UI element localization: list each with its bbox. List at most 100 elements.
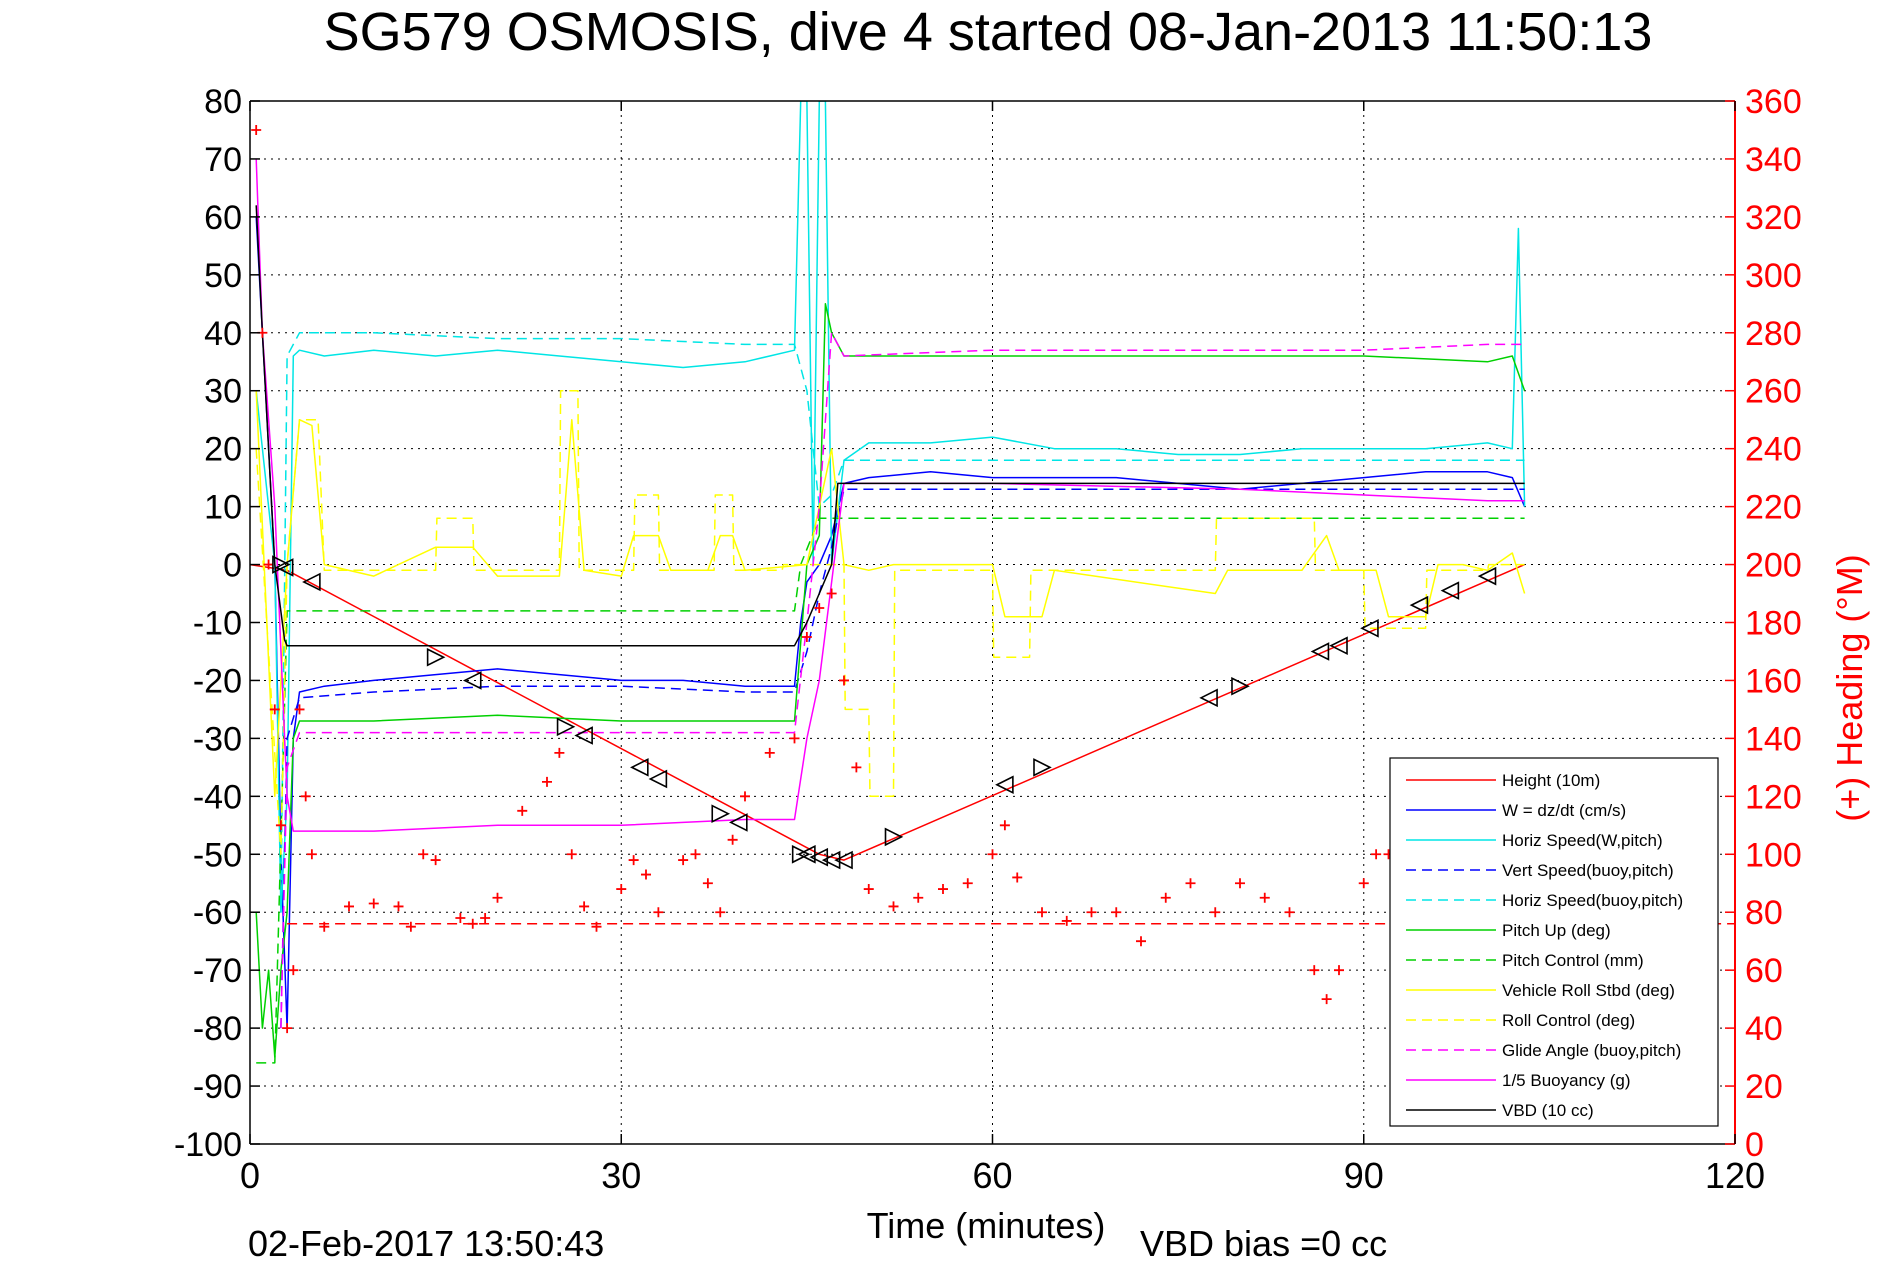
y2-tick-label: 320 (1745, 199, 1802, 237)
y2-tick-label: 200 (1745, 547, 1802, 585)
heading-point (1210, 907, 1221, 918)
legend-label: W = dz/dt (cm/s) (1502, 801, 1626, 820)
heading-point (814, 603, 825, 614)
heading-point (294, 704, 305, 715)
depth-marker (648, 769, 668, 789)
heading-point (962, 878, 973, 889)
heading-point (282, 1023, 293, 1034)
heading-point (1235, 878, 1245, 889)
depth-marker (1477, 566, 1497, 586)
legend-label: Horiz Speed(W,pitch) (1502, 831, 1663, 850)
heading-point (492, 892, 503, 903)
y-tick-label: -20 (193, 662, 242, 700)
heading-point (764, 747, 775, 758)
heading-point (393, 901, 404, 912)
y-tick-label: 70 (204, 141, 242, 179)
y-tick-label: -30 (193, 720, 242, 758)
legend-label: Horiz Speed(buoy,pitch) (1502, 891, 1683, 910)
heading-point (999, 820, 1010, 831)
heading-point (1136, 936, 1146, 947)
heading-point (542, 776, 552, 787)
heading-point (1061, 915, 1072, 926)
heading-point (641, 869, 651, 880)
y-tick-label: 50 (204, 257, 242, 295)
y2-tick-label: 180 (1745, 605, 1802, 643)
series-7 (255, 390, 1526, 798)
heading-point (1185, 878, 1196, 889)
heading-point (579, 901, 590, 912)
heading-point (263, 559, 274, 570)
y-tick-label: -80 (193, 1010, 242, 1048)
depth-marker (302, 572, 321, 592)
y2-tick-label: 220 (1745, 489, 1802, 527)
series-4 (280, 332, 1525, 913)
heading-point (1111, 907, 1122, 918)
heading-point (275, 820, 286, 831)
y2-tick-label: 140 (1745, 720, 1802, 758)
legend-label: Glide Angle (buoy,pitch) (1502, 1041, 1681, 1060)
y2-tick-label: 40 (1745, 1010, 1783, 1048)
depth-marker (462, 671, 482, 690)
y-tick-label: 40 (204, 315, 242, 353)
series-line (280, 488, 1525, 1029)
heading-point (368, 898, 379, 909)
depth-marker (1199, 688, 1218, 708)
series-1 (255, 216, 1526, 1029)
x-tick-label: 120 (1705, 1155, 1765, 1196)
heading-point (727, 834, 738, 845)
y-tick-label: 10 (204, 489, 242, 527)
x-tick-label: 0 (240, 1155, 260, 1196)
y-tick-label: -90 (193, 1068, 242, 1106)
legend-label: Pitch Up (deg) (1502, 921, 1611, 940)
y2-tick-label: 0 (1745, 1126, 1764, 1164)
heading-point (1371, 849, 1382, 860)
legend-label: Vert Speed(buoy,pitch) (1502, 861, 1674, 880)
heading-point (251, 124, 262, 135)
heading-point (740, 791, 750, 802)
heading-point (1321, 994, 1332, 1005)
depth-marker (884, 827, 904, 847)
depth-marker (426, 647, 446, 667)
plot-area (249, 100, 1736, 1145)
y-tick-label: -10 (193, 605, 242, 643)
series-10 (255, 158, 1525, 832)
series-11 (255, 205, 1525, 647)
y-tick-label: -40 (193, 778, 242, 816)
x-tick-label: 60 (972, 1155, 1012, 1196)
heading-point (1086, 907, 1097, 918)
heading-point (653, 907, 664, 918)
heading-point (1358, 878, 1369, 889)
y2-tick-label: 340 (1745, 141, 1802, 179)
y-tick-label: 0 (223, 547, 242, 585)
series-line (255, 390, 1526, 798)
right-y-axis: 3603403203002802602402202001801601401201… (1725, 83, 1802, 1164)
x-tick-label: 30 (601, 1155, 641, 1196)
heading-point (851, 762, 862, 773)
left-y-axis: 80 70 60 50 40 30 20 10 0 -10 -20 -30 -40 -50 -60 -70 -8… (174, 83, 260, 1164)
y-tick-label: -100 (174, 1126, 242, 1164)
depth-marker (630, 758, 649, 777)
y2-tick-label: 360 (1745, 83, 1802, 121)
y-tick-label: -70 (193, 952, 242, 990)
heading-point (690, 849, 701, 860)
depth-marker (1360, 619, 1379, 638)
heading-point (1160, 892, 1171, 903)
heading-point (616, 884, 627, 895)
series-line (255, 216, 1526, 1029)
y2-tick-label: 160 (1745, 662, 1802, 700)
y-tick-label: 60 (204, 199, 242, 237)
heading-point (702, 878, 713, 889)
y-tick-label: 20 (204, 431, 242, 469)
y2-tick-label: 80 (1745, 894, 1783, 932)
x-tick-label: 90 (1344, 1155, 1384, 1196)
series-14 (272, 555, 1497, 870)
series-8 (255, 389, 1525, 856)
vbd-bias-label: VBD bias =0 cc (1140, 1223, 1387, 1262)
series-3 (280, 488, 1525, 1029)
footer-timestamp: 02-Feb-2017 13:50:43 (248, 1223, 604, 1262)
depth-marker (791, 844, 811, 864)
legend: Height (10m) W = dz/dt (cm/s) Horiz Speed(… (1389, 757, 1719, 1127)
depth-marker (995, 775, 1014, 795)
y-tick-label: -50 (193, 836, 242, 874)
depth-marker (1409, 595, 1429, 615)
